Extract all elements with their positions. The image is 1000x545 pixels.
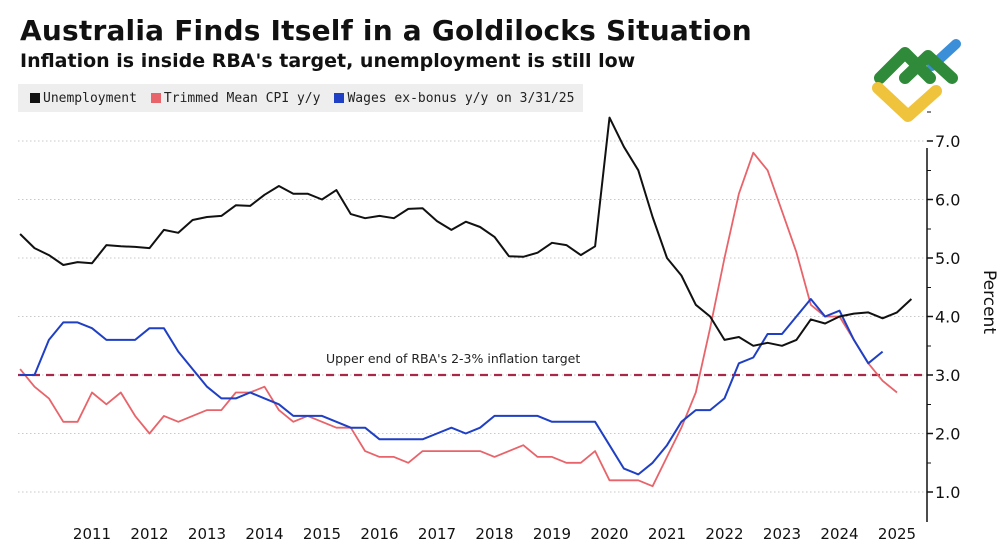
series-line-unemployment <box>19 116 913 347</box>
x-tick-label: 2019 <box>533 525 571 543</box>
y-tick-label: 7.0 <box>935 132 960 151</box>
x-tick-label: 2023 <box>763 525 801 543</box>
x-tick-label: 2024 <box>820 525 858 543</box>
legend-swatch <box>150 93 161 103</box>
y-tick-label: 4.0 <box>935 308 960 327</box>
x-tick-label: 2011 <box>73 525 111 543</box>
series-line-wages-ex-bonus-y-y-on-3-31-25 <box>20 298 884 476</box>
target-annotation: Upper end of RBA's 2-3% inflation target <box>326 351 580 366</box>
legend-item-cpi: Trimmed Mean CPI y/y <box>150 90 321 106</box>
y-tick-label: 6.0 <box>935 191 960 210</box>
legend-swatch <box>30 93 40 103</box>
legend-item-unemployment: Unemployment <box>30 91 137 106</box>
brand-logo-icon <box>872 39 961 122</box>
x-tick-label: 2022 <box>705 525 743 543</box>
x-tick-label: 2012 <box>130 525 168 543</box>
y-tick-label: 3.0 <box>935 366 960 385</box>
y-tick-label: 5.0 <box>935 249 960 268</box>
x-tick-label: 2015 <box>303 525 341 543</box>
chart-title: Australia Finds Itself in a Goldilocks S… <box>20 14 752 47</box>
legend-item-wages: Wages ex-bonus y/y on 3/31/25 <box>334 91 574 106</box>
legend-swatch <box>334 93 345 103</box>
x-tick-label: 2017 <box>418 525 456 543</box>
y-tick-label: 2.0 <box>935 425 960 444</box>
x-tick-label: 2013 <box>188 525 226 543</box>
legend: Unemployment Trimmed Mean CPI y/y Wages … <box>18 84 583 112</box>
y-axis-label: Percent <box>979 270 999 334</box>
chart-subtitle: Inflation is inside RBA's target, unempl… <box>20 50 636 72</box>
x-tick-label: 2020 <box>590 525 628 543</box>
x-tick-label: 2016 <box>360 525 398 543</box>
legend-label: Trimmed Mean CPI y/y <box>163 90 321 106</box>
x-tick-label: 2025 <box>878 525 916 543</box>
x-tick-label: 2014 <box>245 525 283 543</box>
legend-label: Unemployment <box>43 90 137 106</box>
y-tick-label: 1.0 <box>935 483 960 502</box>
legend-label: Wages ex-bonus y/y on 3/31/25 <box>347 90 575 106</box>
x-tick-label: 2021 <box>648 525 686 543</box>
series-line-trimmed-mean-cpi-y-y <box>19 151 898 488</box>
x-tick-label: 2018 <box>475 525 513 543</box>
